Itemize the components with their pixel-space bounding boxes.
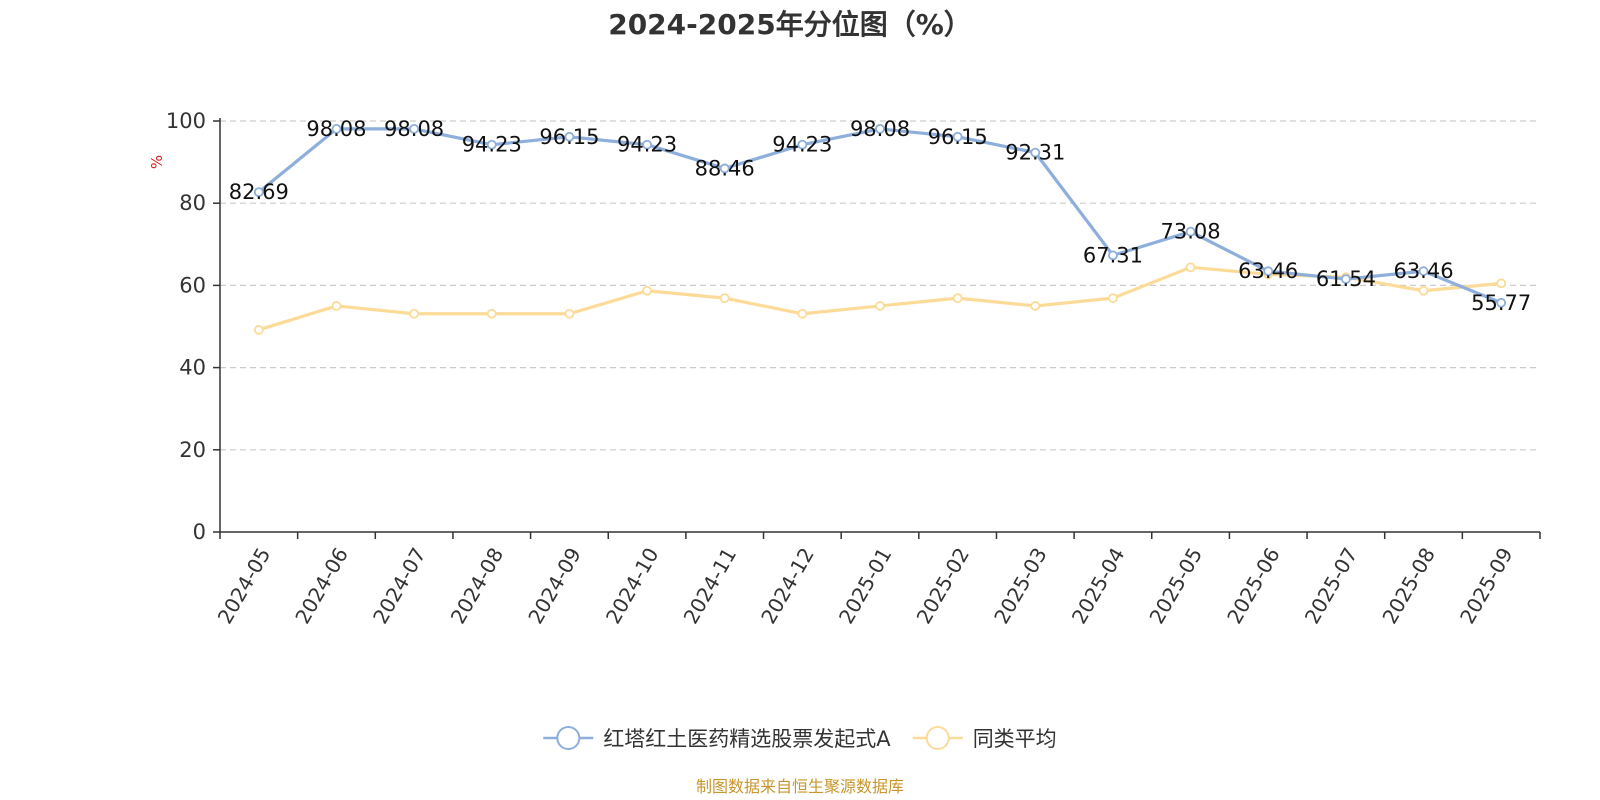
legend-item[interactable]: 同类平均	[912, 726, 1057, 751]
source-note: 制图数据来自恒生聚源数据库	[696, 777, 904, 796]
y-tick-label: 0	[193, 520, 206, 544]
data-point[interactable]	[642, 139, 652, 150]
data-label: 94.23	[772, 133, 832, 157]
x-tick-label: 2024-07	[368, 544, 431, 628]
series-lines	[253, 123, 1507, 335]
legend[interactable]: 红塔红土医药精选股票发起式A 同类平均	[543, 726, 1057, 751]
data-label: 96.15	[539, 125, 599, 149]
x-tick-label: 2025-04	[1067, 544, 1130, 628]
data-label: 92.31	[1005, 141, 1065, 165]
data-point[interactable]	[1496, 278, 1507, 289]
x-tick-label: 2024-11	[679, 544, 742, 628]
data-labels: 82.69 98.08 98.08 94.23 96.15 94.23 88.46 94.23…	[229, 117, 1531, 315]
data-label: 88.46	[695, 156, 755, 180]
data-label: 98.08	[850, 117, 910, 141]
axes: 0 20 40 60 80 100 2024-05 2024-06 2024-07 2024-08…	[166, 109, 1541, 628]
data-point[interactable]	[875, 123, 885, 134]
legend-marker	[925, 726, 950, 750]
data-point[interactable]	[331, 301, 342, 311]
data-label: 67.31	[1083, 243, 1143, 267]
data-point[interactable]	[1108, 293, 1118, 304]
legend-marker	[556, 726, 581, 750]
y-tick-label: 100	[166, 109, 206, 133]
y-tick-label: 60	[179, 273, 206, 297]
data-point[interactable]	[642, 285, 652, 296]
data-point[interactable]	[564, 308, 575, 319]
data-point[interactable]	[253, 187, 264, 198]
data-point[interactable]	[1263, 266, 1274, 277]
data-label: 82.69	[229, 180, 289, 204]
x-tick-label: 2024-10	[601, 544, 664, 628]
series-line	[257, 127, 1503, 305]
y-tick-label: 40	[179, 356, 206, 380]
data-point[interactable]	[1340, 274, 1351, 284]
data-label: 98.08	[384, 117, 444, 141]
data-label: 63.46	[1393, 259, 1453, 283]
data-label: 94.23	[617, 133, 677, 157]
data-label: 96.15	[928, 125, 988, 149]
legend-label: 同类平均	[973, 727, 1057, 751]
data-point[interactable]	[1496, 297, 1507, 308]
data-point[interactable]	[1185, 226, 1196, 237]
data-point[interactable]	[797, 308, 808, 319]
data-point[interactable]	[952, 131, 963, 142]
data-point[interactable]	[952, 293, 963, 304]
y-axis-unit-label: %	[148, 155, 166, 169]
legend-item[interactable]: 红塔红土医药精选股票发起式A	[543, 726, 891, 751]
data-point[interactable]	[253, 324, 264, 335]
x-tick-label: 2024-12	[756, 544, 819, 628]
x-tick-label: 2024-08	[446, 544, 509, 628]
x-tick-label: 2025-02	[912, 543, 975, 627]
legend-label: 红塔红土医药精选股票发起式A	[603, 727, 891, 751]
data-point[interactable]	[1185, 262, 1196, 273]
y-tick-label: 80	[179, 191, 206, 215]
data-point[interactable]	[409, 308, 420, 319]
x-tick-label: 2024-06	[290, 544, 353, 628]
x-tick-label: 2025-07	[1300, 544, 1363, 628]
data-label: 63.46	[1238, 259, 1298, 283]
data-point[interactable]	[1030, 147, 1041, 158]
y-tick-label: 20	[179, 438, 206, 462]
data-point[interactable]	[1108, 250, 1118, 261]
x-tick-label: 2025-03	[989, 544, 1052, 628]
data-label: 55.77	[1471, 291, 1531, 315]
x-tick-label: 2024-09	[523, 544, 586, 628]
data-point[interactable]	[719, 163, 730, 174]
x-tick-label: 2024-05	[213, 544, 276, 628]
x-tick-label: 2025-01	[834, 544, 897, 628]
data-point[interactable]	[1030, 301, 1041, 311]
data-point[interactable]	[719, 293, 730, 304]
data-point[interactable]	[1418, 285, 1429, 296]
data-label: 73.08	[1161, 220, 1221, 244]
data-label: 98.08	[306, 117, 366, 141]
x-tick-label: 2025-08	[1377, 544, 1440, 628]
data-point[interactable]	[797, 139, 808, 150]
data-label: 61.54	[1316, 267, 1376, 291]
chart-title: 2024-2025年分位图（%）	[608, 8, 972, 41]
data-label: 94.23	[462, 133, 522, 157]
x-tick-label: 2025-05	[1144, 544, 1207, 628]
data-point[interactable]	[875, 301, 885, 311]
data-point[interactable]	[564, 131, 575, 142]
data-point[interactable]	[409, 123, 420, 134]
data-point[interactable]	[486, 139, 497, 150]
x-tick-label: 2025-09	[1455, 544, 1518, 628]
data-point[interactable]	[486, 308, 497, 319]
x-tick-label: 2025-06	[1222, 544, 1285, 628]
grid-lines	[220, 120, 1540, 451]
data-point[interactable]	[1418, 266, 1429, 277]
data-point[interactable]	[331, 123, 342, 134]
